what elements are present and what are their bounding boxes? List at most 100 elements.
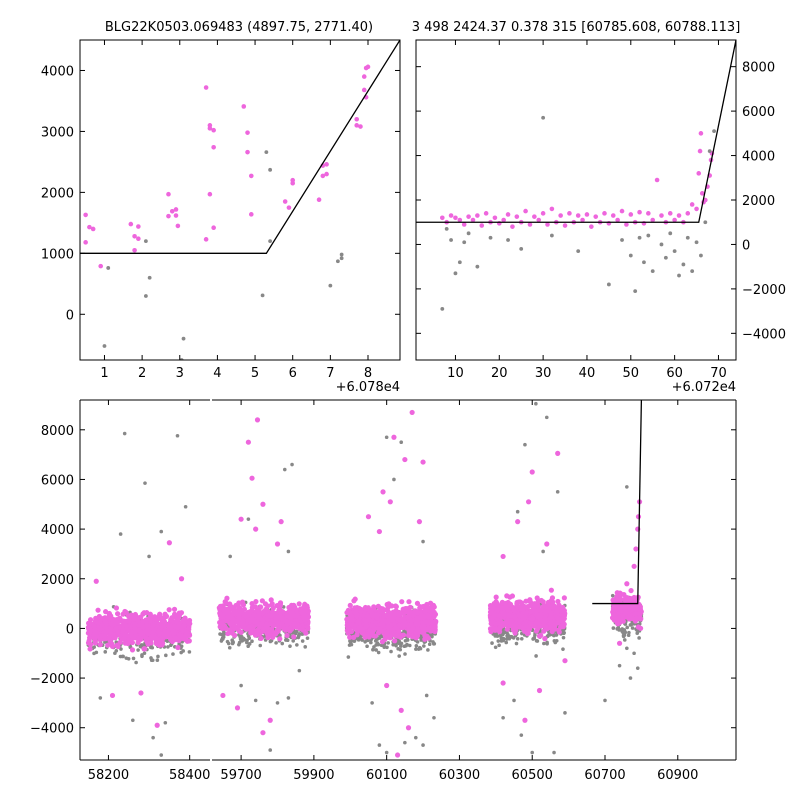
panel1-primary-point [361, 87, 367, 93]
panel3-primary-point [542, 608, 548, 615]
panel3-secondary-point [346, 655, 351, 659]
panel3-primary-point [371, 633, 377, 639]
panel3-secondary-outlier [98, 696, 103, 700]
panel1-x-tick-label: 4 [213, 366, 221, 381]
panel1-plot-area [80, 40, 400, 360]
panel3-primary-point [535, 625, 541, 632]
panel3-secondary-point [164, 653, 168, 658]
panel3-secondary-point [363, 640, 367, 644]
panel3-primary-point [429, 606, 436, 612]
panel3-primary-point [247, 624, 253, 630]
panel3-primary-point [273, 615, 279, 621]
panel3-secondary-outlier [628, 676, 633, 680]
panel3-secondary-point [285, 638, 290, 643]
panel3-primary-point [129, 647, 136, 653]
panel3-secondary-point [542, 641, 546, 646]
panel3-primary-point [292, 604, 298, 610]
panel2-primary-point [440, 215, 445, 221]
panel3-secondary-point [237, 640, 242, 645]
panel3-primary-outlier [238, 516, 244, 522]
panel3-secondary-point [280, 641, 285, 646]
panel3-primary-point [377, 608, 383, 614]
panel2-primary-point [584, 212, 590, 217]
panel3-primary-point [219, 620, 225, 626]
panel1-primary-point [207, 126, 213, 131]
panel3-primary-point [114, 619, 120, 626]
panel1-primary-point [241, 104, 247, 109]
panel2-primary-point [593, 214, 599, 219]
panel2-y-tick-label: 8000 [742, 61, 775, 76]
panel3-x-tick-label: 60900 [657, 768, 698, 783]
panel1-primary-point [173, 213, 179, 218]
panel3-primary-point [121, 622, 127, 629]
panel3-primary-point [522, 621, 529, 627]
panel3-primary-point [633, 615, 639, 621]
panel3-primary-outlier [544, 541, 550, 547]
panel3-primary-point [558, 617, 564, 624]
panel1-primary-point [245, 149, 250, 155]
panel3-primary-point [256, 609, 262, 615]
panel3-secondary-outlier [432, 715, 436, 720]
panel3-primary-point [628, 587, 634, 594]
panel3-primary-point [171, 611, 178, 617]
panel3-primary-point [132, 625, 138, 632]
panel3-secondary-outlier [632, 651, 636, 656]
panel3-primary-point [495, 620, 501, 626]
panel1-primary-point [169, 208, 175, 214]
panel3-primary-outlier [405, 725, 412, 731]
panel3-primary-point [161, 618, 168, 625]
panel3-secondary-point [155, 658, 160, 663]
panel3-primary-point [347, 602, 353, 608]
panel3-primary-point [392, 625, 398, 631]
panel2-secondary-point [633, 289, 638, 294]
panel3-primary-point [159, 623, 165, 629]
panel3-secondary-point [268, 639, 273, 644]
panel3-primary-outlier [525, 499, 532, 505]
panel2-primary-point [637, 209, 642, 215]
panel3-primary-outlier [278, 519, 284, 525]
panel1-x-tick-label: 5 [251, 366, 259, 381]
panel3-primary-point [388, 612, 394, 618]
panel2-secondary-point [549, 233, 554, 238]
panel3-primary-point [554, 609, 560, 615]
panel3-secondary-point [398, 647, 403, 652]
panel3-secondary-outlier [377, 743, 382, 747]
panel2-secondary-point [628, 253, 633, 258]
panel3-secondary-point [427, 642, 432, 647]
panel3-primary-point [549, 595, 556, 601]
panel3-primary-point [261, 608, 267, 615]
panel3-secondary-outlier [544, 415, 549, 420]
panel2-primary-point [545, 222, 550, 227]
panel3-primary-point [172, 635, 178, 641]
panel1-x-tick-label: 6 [289, 366, 297, 381]
panel2-y-tick-label: 0 [742, 238, 750, 253]
panel3-primary-point [527, 597, 533, 603]
panel3-secondary-point [94, 650, 99, 655]
panel2-secondary-point [637, 235, 642, 240]
panel3-x-tick-label: 58200 [88, 768, 129, 783]
panel3-y-tick-label: 4000 [41, 523, 74, 538]
panel3-primary-outlier [260, 730, 266, 736]
panel3-primary-point [380, 618, 386, 624]
panel3-secondary-outlier [515, 509, 520, 514]
panel2-primary-point [483, 211, 489, 216]
panel3-primary-outlier [631, 563, 637, 569]
panel2-x-tick-label: 40 [579, 366, 596, 381]
panel3-secondary-point [365, 644, 369, 649]
panel3-primary-point [85, 630, 91, 636]
panel2-secondary-point [681, 262, 686, 267]
panel3-primary-point [424, 603, 430, 610]
panel1-secondary-point [339, 252, 344, 257]
panel3-primary-outlier [416, 519, 423, 525]
panel3-primary-point [534, 619, 540, 626]
panel3-secondary-outlier [384, 750, 389, 755]
panel3-primary-point [153, 640, 160, 647]
panel3-primary-point [414, 615, 421, 621]
panel3-primary-point [176, 615, 182, 621]
panel1-y-tick-label: 1000 [41, 247, 74, 262]
panel3-secondary-point [303, 645, 308, 649]
panel3-secondary-point [131, 656, 136, 661]
panel3-primary-point [178, 610, 185, 616]
panel3-secondary-point [499, 639, 504, 643]
panel3-primary-point [247, 609, 253, 615]
